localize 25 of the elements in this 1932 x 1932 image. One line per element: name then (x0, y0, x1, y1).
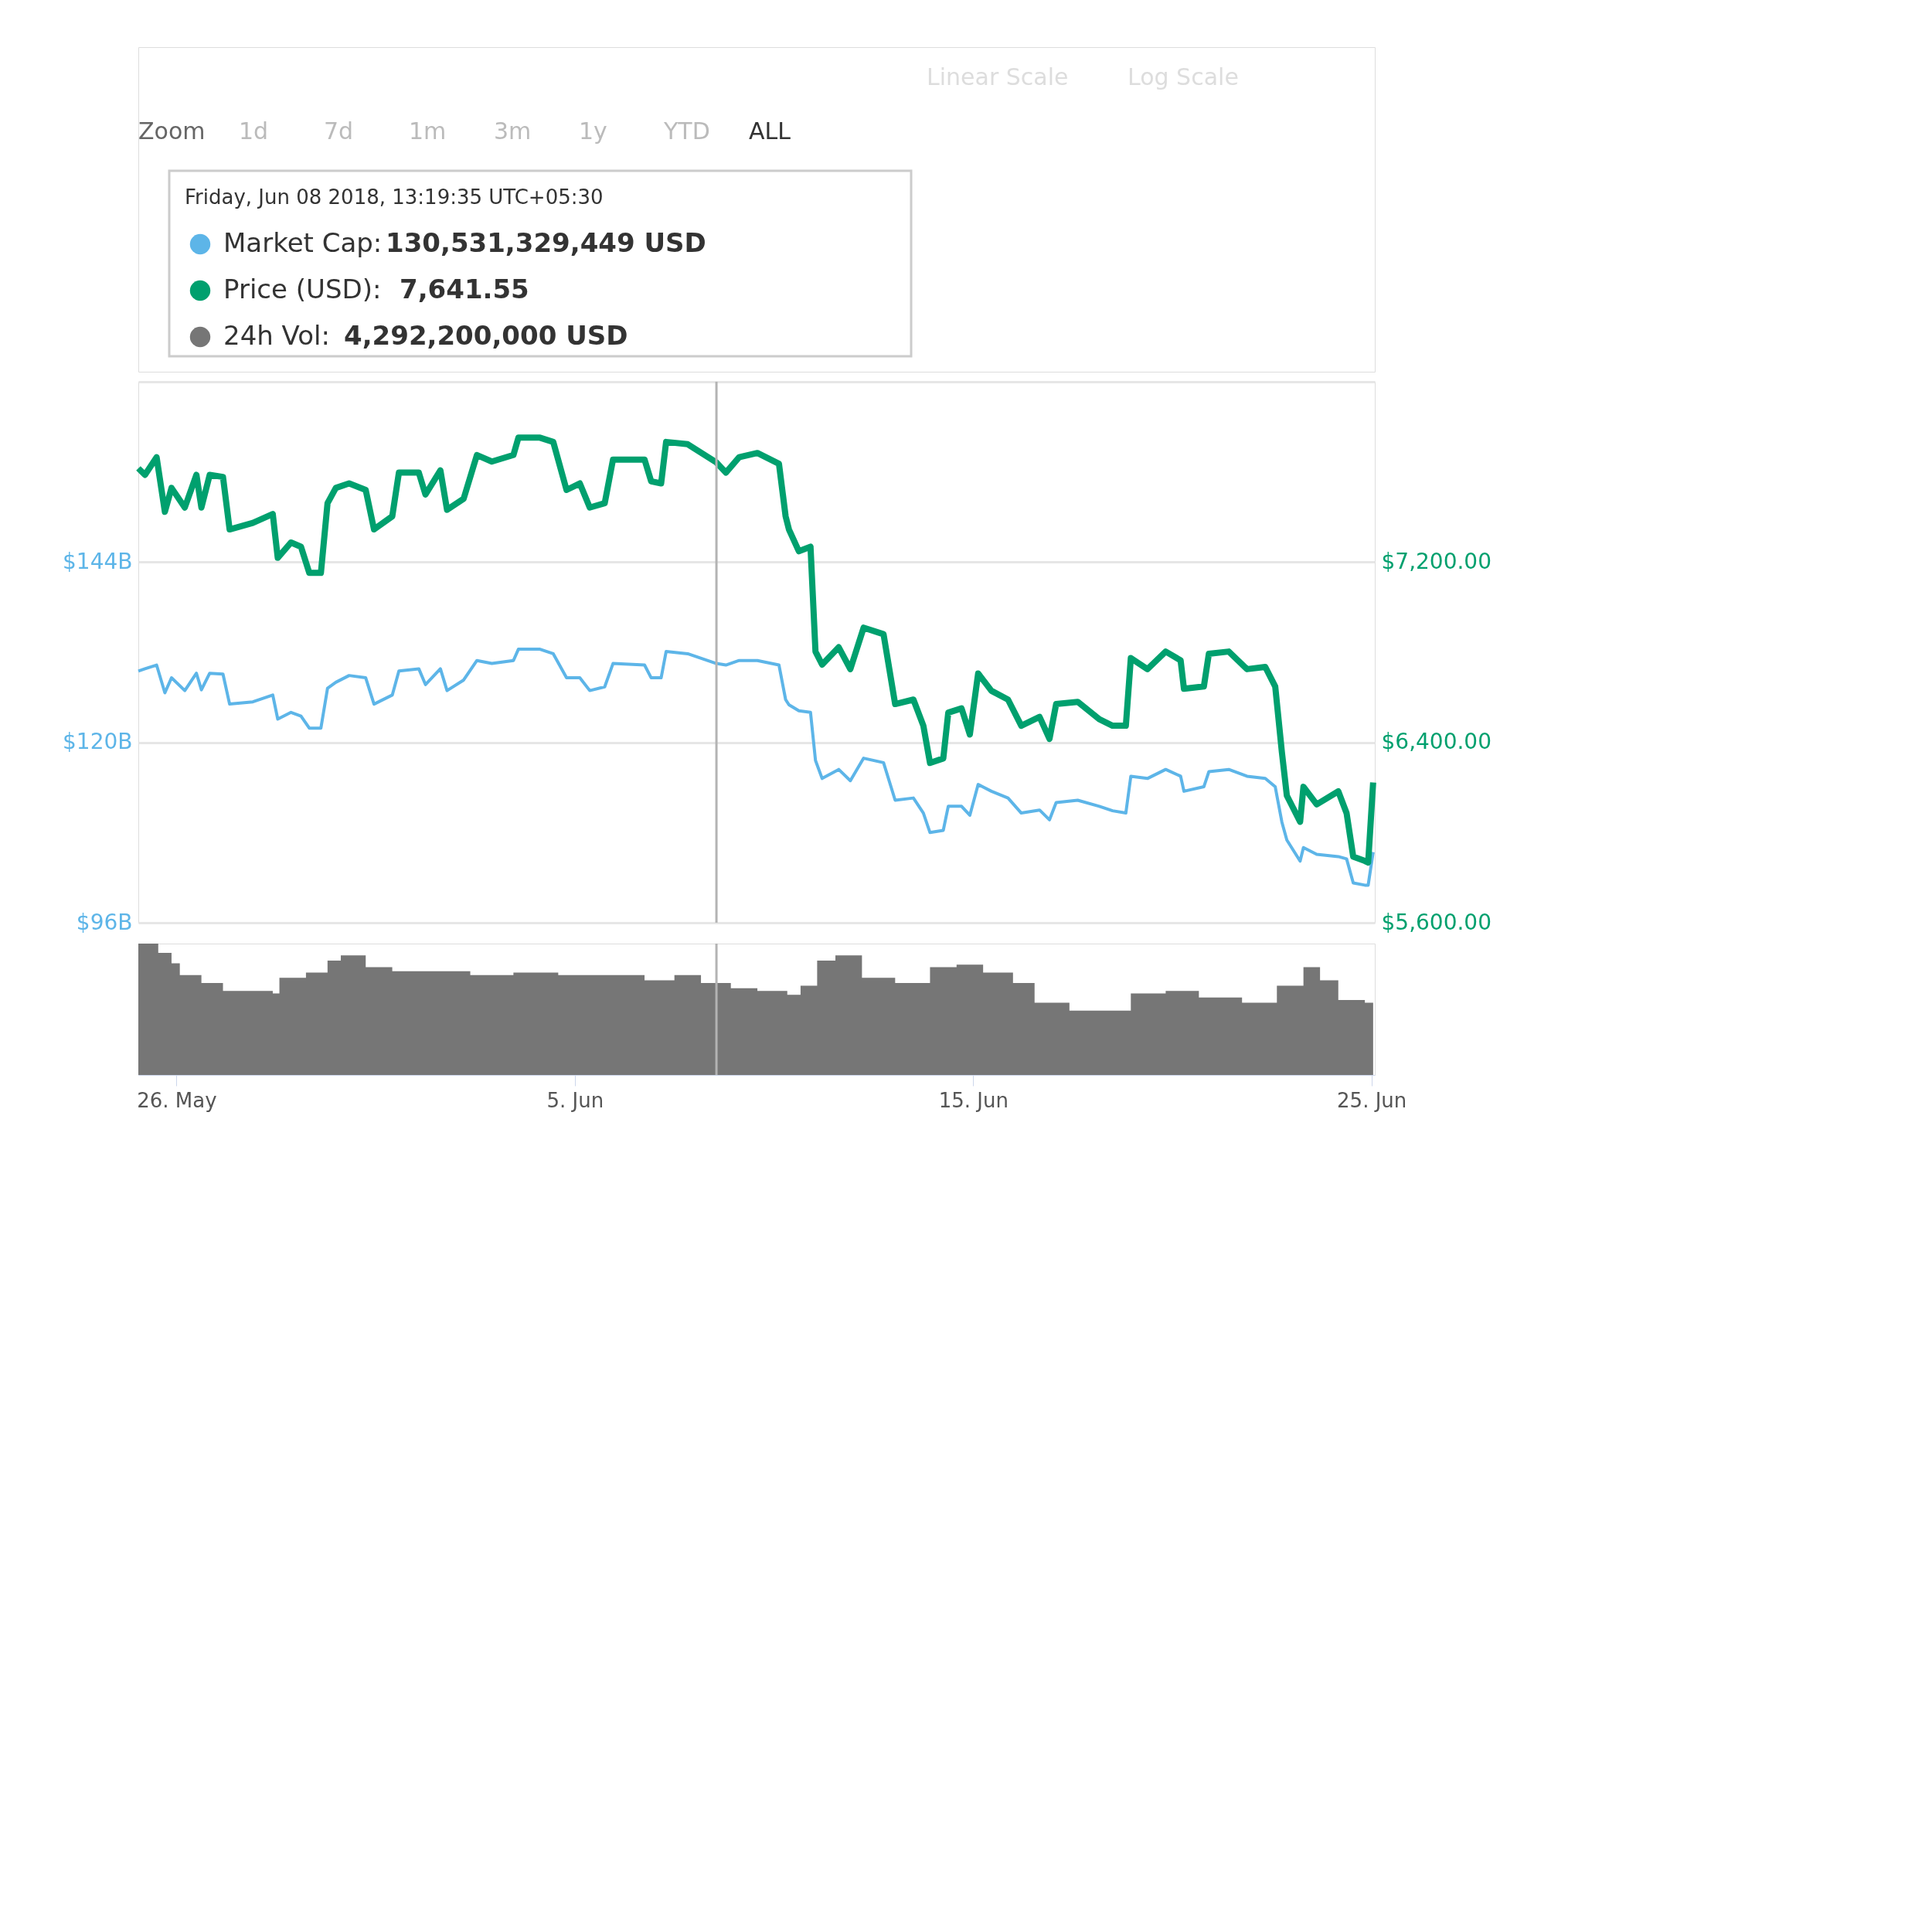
text: 1m (409, 117, 447, 145)
legend-label: 24h Vol: (223, 320, 330, 351)
y-tick-label: $144B (63, 548, 133, 574)
text: Zoom (138, 117, 206, 145)
text: YTD (663, 117, 710, 145)
text: Friday, Jun 08 2018, 13:19:35 UTC+05:30 (185, 185, 604, 209)
text: 1y (579, 117, 607, 145)
text: 4,292,200,000 USD (344, 320, 628, 351)
text: 7,641.55 (400, 274, 529, 304)
legend-label: Price (USD): (223, 274, 382, 304)
y-tick-label: $120B (63, 729, 133, 755)
x-tick-label: 15. Jun (938, 1088, 1009, 1112)
x-tick-label: 26. May (137, 1088, 217, 1112)
y2-tick-label: $6,400.00 (1381, 729, 1492, 755)
x-tick-label: 25. Jun (1337, 1088, 1407, 1112)
legend-label: Market Cap: (223, 227, 383, 258)
text: 1d (239, 117, 269, 145)
text: 3m (494, 117, 532, 145)
text: ALL (749, 117, 791, 145)
y2-tick-label: $5,600.00 (1381, 909, 1492, 935)
x-tick-label: 5. Jun (546, 1088, 604, 1112)
text: 7d (324, 117, 354, 145)
y-tick-label: $96B (76, 909, 133, 935)
y2-tick-label: $7,200.00 (1381, 548, 1492, 574)
text: 130,531,329,449 USD (386, 227, 706, 258)
